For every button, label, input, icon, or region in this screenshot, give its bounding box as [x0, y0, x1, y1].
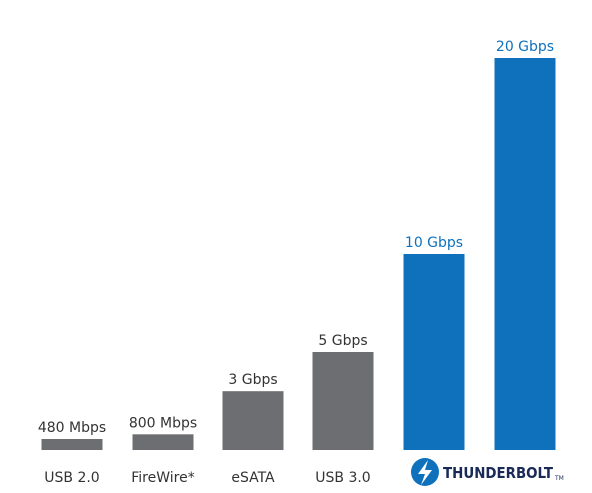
category-labels-group: USB 2.0 FireWire* eSATA USB 3.0 — [44, 470, 370, 486]
value-label-1: 800 Mbps — [129, 415, 197, 431]
thunderbolt-logo: THUNDERBOLT TM — [411, 458, 564, 486]
category-label-1: FireWire* — [131, 470, 194, 486]
value-label-4: 10 Gbps — [405, 235, 463, 251]
bars-group — [41, 58, 556, 450]
value-labels-group: 480 Mbps 800 Mbps 3 Gbps 5 Gbps 10 Gbps 20 Gb… — [38, 39, 554, 436]
bar-0 — [41, 439, 103, 450]
bar-2 — [222, 391, 284, 450]
value-label-5: 20 Gbps — [496, 39, 554, 55]
bar-5 — [494, 58, 556, 450]
value-label-0: 480 Mbps — [38, 420, 106, 436]
thunderbolt-trademark: TM — [554, 475, 564, 482]
thunderbolt-wordmark: THUNDERBOLT — [443, 464, 554, 482]
bar-3 — [312, 352, 374, 450]
bar-1 — [132, 434, 194, 450]
bar-4 — [403, 254, 465, 450]
value-label-2: 3 Gbps — [228, 372, 277, 388]
category-label-0: USB 2.0 — [44, 470, 99, 486]
lightning-bolt-icon — [418, 460, 432, 485]
value-label-3: 5 Gbps — [318, 333, 367, 349]
category-label-2: eSATA — [231, 470, 275, 486]
category-label-3: USB 3.0 — [315, 470, 370, 486]
